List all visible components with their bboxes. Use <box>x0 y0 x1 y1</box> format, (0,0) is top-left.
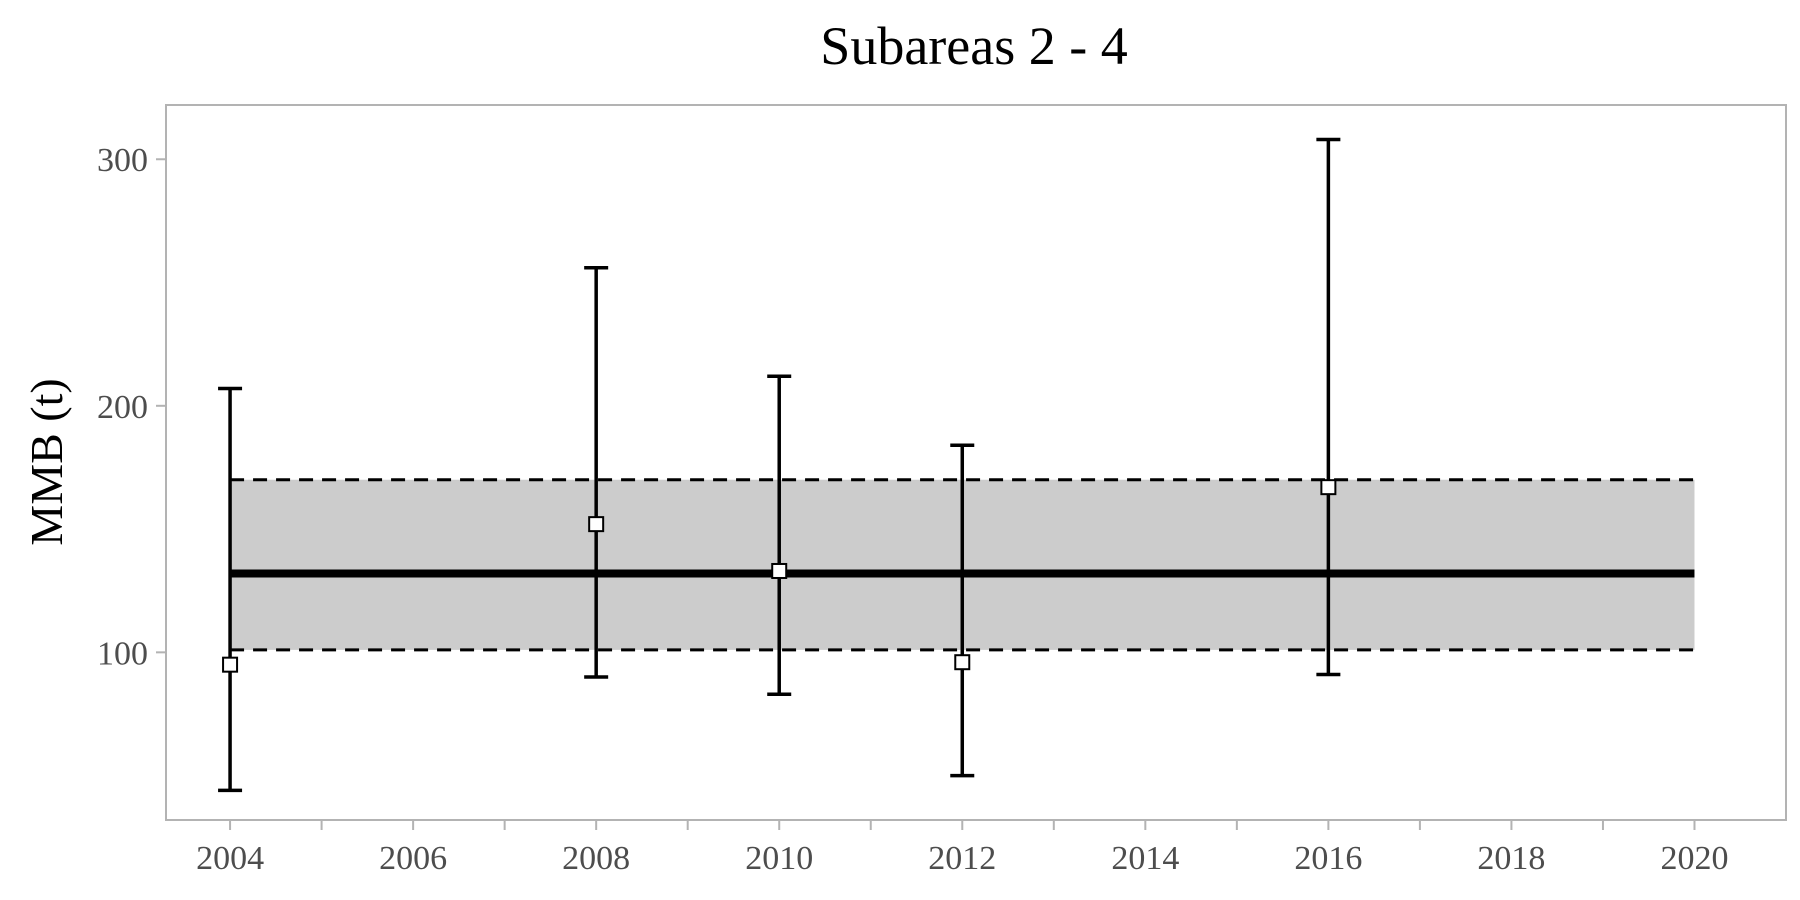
x-tick-label: 2018 <box>1477 840 1545 877</box>
y-tick-label: 200 <box>97 389 148 426</box>
x-tick-label: 2006 <box>379 840 447 877</box>
plot-area: 2004 2006 2008 2010 2012 2014 2016 2018 2020 100 2… <box>97 104 1787 877</box>
y-axis-label: MMB (t) <box>21 378 72 545</box>
plot-frame <box>165 104 1787 821</box>
data-point <box>954 654 971 671</box>
data-point <box>1320 479 1337 496</box>
x-tick-label: 2020 <box>1660 840 1728 877</box>
x-tick-label: 2016 <box>1294 840 1362 877</box>
data-point <box>771 562 788 579</box>
y-tick-label: 300 <box>97 142 148 179</box>
x-tick-label: 2008 <box>562 840 630 877</box>
data-point <box>222 656 239 673</box>
x-tick-label: 2012 <box>928 840 996 877</box>
x-tick-label: 2004 <box>196 840 264 877</box>
x-tick-label: 2014 <box>1111 840 1179 877</box>
chart-title: Subareas 2 - 4 <box>820 16 1127 76</box>
data-point <box>588 516 605 533</box>
y-tick-label: 100 <box>97 635 148 672</box>
x-tick-label: 2010 <box>745 840 813 877</box>
